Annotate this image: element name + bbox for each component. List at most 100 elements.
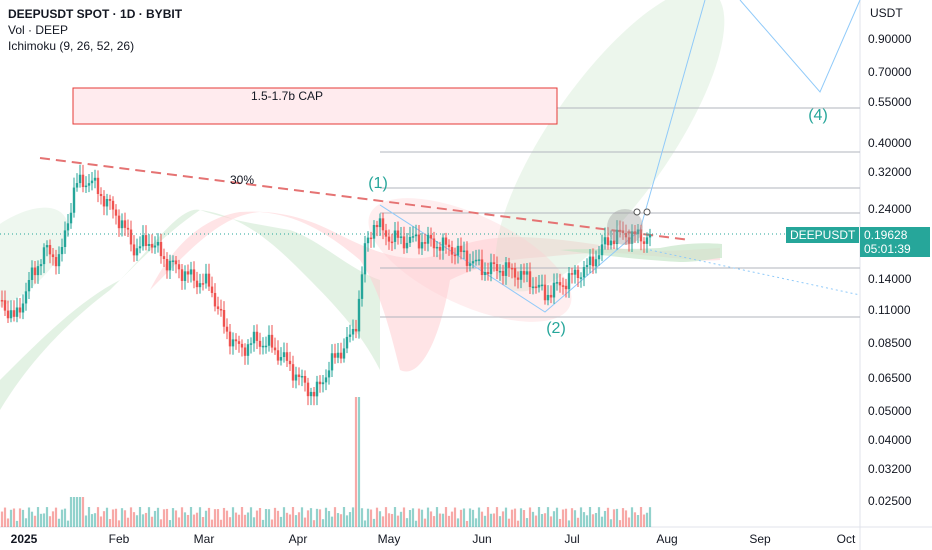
volume-bar — [549, 516, 553, 527]
projection-zone-green — [495, 0, 725, 292]
volume-bar — [603, 510, 607, 527]
wave-2-label: (2) — [546, 320, 566, 337]
volume-bar — [57, 518, 61, 527]
volume-bar — [102, 511, 106, 527]
candle-body — [9, 310, 13, 319]
volume-bar — [81, 497, 85, 527]
volume-bar — [9, 509, 13, 527]
volume-bar — [645, 512, 649, 527]
volume-bar — [51, 511, 55, 527]
candle-body — [597, 255, 601, 260]
volume-bar — [582, 512, 586, 527]
candle-body — [441, 237, 445, 251]
volume-bar — [315, 508, 319, 527]
cap-box — [72, 87, 558, 125]
candle-body — [171, 260, 175, 262]
candle-body — [483, 271, 487, 276]
candle-body — [177, 264, 181, 270]
candle-body — [285, 352, 289, 361]
candle-body — [318, 381, 322, 385]
volume-bar — [96, 507, 100, 527]
volume-bar — [132, 512, 136, 527]
volume-bar — [318, 509, 322, 527]
volume-bar — [24, 518, 28, 527]
volume-bar — [522, 510, 526, 527]
volume-bar — [114, 508, 118, 527]
trend-percent-label: 30% — [230, 173, 254, 187]
candle-body — [183, 271, 187, 281]
volume-bar — [531, 511, 535, 527]
candle-body — [243, 347, 247, 356]
volume-bar — [117, 520, 121, 527]
time-tick-label: Apr — [289, 532, 308, 546]
candle-body — [477, 259, 481, 261]
candle-body — [456, 245, 460, 256]
candle-body — [45, 245, 49, 248]
ichimoku-legend[interactable]: Ichimoku (9, 26, 52, 26) — [8, 39, 135, 53]
candle-body — [114, 209, 118, 216]
volume-bar — [270, 519, 274, 527]
eye-right-icon — [643, 208, 651, 216]
volume-bar — [150, 516, 154, 527]
volume-bar — [552, 511, 556, 527]
volume-bar — [534, 515, 538, 527]
candle-body — [54, 257, 58, 267]
candle-body — [120, 220, 124, 229]
time-tick-label: Jun — [472, 532, 491, 546]
candle-body — [201, 283, 205, 285]
volume-bar — [570, 508, 574, 527]
price-tick-label: 0.08500 — [868, 336, 912, 350]
candle-body — [408, 236, 412, 243]
volume-bar — [528, 507, 532, 527]
volume-bar — [330, 516, 334, 527]
volume-bar — [240, 507, 244, 527]
candle-body — [57, 254, 61, 267]
volume-bar — [474, 518, 478, 527]
price-tick-label: 0.70000 — [868, 65, 912, 79]
volume-bar — [276, 510, 280, 527]
candle-body — [66, 223, 70, 231]
volume-bar — [324, 507, 328, 527]
volume-bar — [498, 516, 502, 527]
volume-bar — [60, 509, 64, 527]
candle-body — [429, 234, 433, 239]
candle-body — [84, 185, 88, 188]
symbol-title[interactable]: DEEPUSDT SPOT · 1D · BYBIT — [8, 7, 183, 21]
candle-body — [375, 224, 379, 228]
price-tick-label: 0.40000 — [868, 136, 912, 150]
volume-bar — [249, 507, 253, 527]
volume-bar — [585, 515, 589, 527]
volume-bar — [423, 518, 427, 527]
volume-bar — [639, 507, 643, 527]
candle-body — [255, 331, 259, 341]
volume-bar — [198, 507, 202, 527]
candle-body — [417, 234, 421, 249]
volume-bar — [411, 508, 415, 527]
time-tick-label: Mar — [194, 532, 215, 546]
candle-body — [27, 280, 31, 292]
volume-legend[interactable]: Vol · DEEP — [8, 23, 69, 37]
highlight-circle — [607, 209, 643, 245]
volume-bar — [648, 507, 652, 527]
candle-body — [582, 267, 586, 278]
candle-body — [630, 231, 634, 244]
volume-bar — [267, 509, 271, 527]
volume-bar — [255, 510, 259, 527]
volume-bar — [432, 516, 436, 527]
candle-body — [636, 229, 640, 235]
candle-body — [369, 237, 373, 240]
candle-body — [435, 246, 439, 249]
candle-body — [192, 269, 196, 281]
price-tick-label: 0.03200 — [868, 462, 912, 476]
volume-bar — [348, 512, 352, 527]
currency-unit[interactable]: USDT — [870, 6, 903, 20]
candle-body — [585, 265, 589, 268]
candle-body — [6, 310, 10, 319]
volume-bar — [108, 519, 112, 527]
candle-body — [207, 273, 211, 287]
volume-bar — [459, 509, 463, 527]
volume-bar — [447, 515, 451, 527]
volume-bar — [333, 507, 337, 527]
volume-bar — [48, 516, 52, 527]
